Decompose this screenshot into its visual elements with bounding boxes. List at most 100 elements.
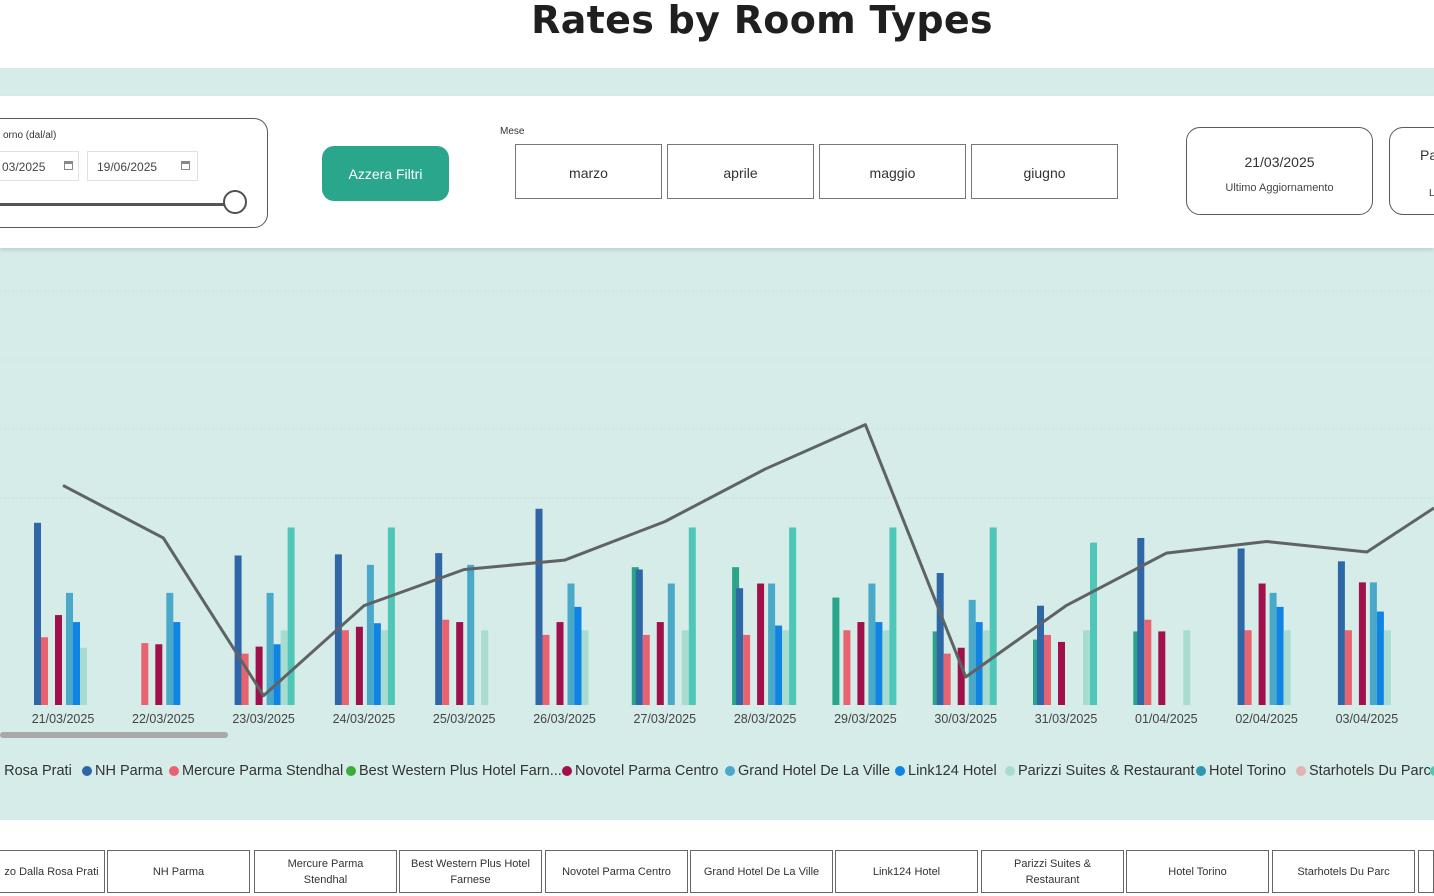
bar[interactable] (1237, 548, 1245, 705)
month-option-giugno[interactable]: giugno (971, 144, 1118, 199)
bar[interactable] (1269, 592, 1277, 705)
bar[interactable] (868, 583, 876, 705)
bar[interactable] (681, 630, 689, 705)
bar[interactable] (875, 622, 883, 705)
bar[interactable] (782, 630, 790, 705)
bar[interactable] (266, 592, 274, 705)
bar[interactable] (843, 630, 851, 705)
bar[interactable] (1258, 583, 1266, 705)
bar[interactable] (1283, 630, 1291, 705)
bar[interactable] (173, 622, 181, 705)
bar[interactable] (366, 564, 374, 705)
bar[interactable] (932, 631, 940, 705)
bar[interactable] (936, 573, 944, 705)
legend-item[interactable]: Starhotels Du Parc (1296, 759, 1431, 783)
hotel-option-button[interactable]: Link124 Hotel (835, 850, 978, 893)
bar[interactable] (656, 622, 664, 705)
hotel-option-button[interactable] (1418, 850, 1434, 893)
bar[interactable] (387, 527, 395, 705)
bar[interactable] (957, 647, 965, 705)
series-line[interactable] (62, 423, 1434, 698)
hotel-option-button[interactable]: Grand Hotel De La Ville (690, 850, 833, 893)
bar[interactable] (155, 644, 163, 705)
calendar-icon[interactable] (181, 161, 190, 170)
bar[interactable] (1337, 561, 1345, 705)
bar[interactable] (975, 622, 983, 705)
bar[interactable] (1044, 634, 1051, 705)
bar[interactable] (1037, 605, 1044, 705)
hotel-option-button[interactable]: NH Parma (107, 850, 250, 893)
bar[interactable] (373, 623, 381, 705)
bar[interactable] (635, 569, 643, 705)
month-option-maggio[interactable]: maggio (819, 144, 966, 199)
bar[interactable] (832, 597, 840, 705)
bar[interactable] (442, 619, 450, 705)
bar[interactable] (1137, 537, 1145, 705)
bar[interactable] (1369, 582, 1377, 705)
bar[interactable] (1276, 606, 1284, 705)
bar[interactable] (456, 622, 464, 705)
bar[interactable] (1144, 619, 1152, 705)
bar[interactable] (943, 653, 951, 705)
legend-item[interactable]: a Rosa Prati (0, 759, 72, 783)
bar[interactable] (380, 630, 388, 705)
bar[interactable] (341, 630, 349, 705)
bar[interactable] (667, 583, 675, 705)
bar[interactable] (1033, 639, 1040, 705)
bar[interactable] (355, 626, 363, 705)
bar[interactable] (166, 592, 174, 705)
bar[interactable] (55, 615, 62, 705)
bar[interactable] (1090, 542, 1097, 705)
hotel-option-button[interactable]: Best Western Plus Hotel Farnese (399, 850, 542, 893)
bar[interactable] (732, 567, 740, 705)
bar[interactable] (34, 522, 41, 705)
hotel-option-button[interactable]: Hotel Torino (1126, 850, 1269, 893)
bar[interactable] (882, 630, 890, 705)
bar[interactable] (567, 583, 575, 705)
bar[interactable] (743, 634, 751, 705)
reset-filters-button[interactable]: Azzera Filtri (322, 146, 449, 201)
legend-item[interactable]: Novotel Parma Centro (562, 759, 718, 783)
legend-item[interactable]: Link124 Hotel (895, 759, 997, 783)
bar[interactable] (234, 555, 242, 705)
legend-item[interactable]: NH Parma (82, 759, 163, 783)
hotel-option-button[interactable]: zo Dalla Rosa Prati (0, 850, 105, 893)
bar[interactable] (889, 527, 897, 705)
bar[interactable] (631, 567, 639, 705)
bar[interactable] (1183, 630, 1191, 705)
bar[interactable] (1133, 631, 1141, 705)
bar[interactable] (789, 527, 797, 705)
bar[interactable] (287, 527, 295, 705)
legend-item[interactable]: Hotel Torino (1196, 759, 1286, 783)
hotel-option-button[interactable]: Novotel Parma Centro (545, 850, 688, 893)
legend-item[interactable]: Best Western Plus Hotel Farn... (346, 759, 562, 783)
bar[interactable] (66, 592, 73, 705)
bar[interactable] (556, 622, 564, 705)
bar[interactable] (481, 630, 489, 705)
calendar-icon[interactable] (64, 161, 73, 170)
bar[interactable] (736, 588, 744, 705)
hotel-option-button[interactable]: Starhotels Du Parc (1272, 850, 1415, 893)
bar[interactable] (857, 622, 865, 705)
bar[interactable] (141, 643, 149, 705)
bar[interactable] (581, 630, 589, 705)
bar[interactable] (280, 630, 288, 705)
bar[interactable] (80, 647, 87, 705)
bar[interactable] (1158, 631, 1166, 705)
bar[interactable] (1244, 630, 1252, 705)
bar[interactable] (1058, 641, 1065, 705)
bar[interactable] (989, 527, 997, 705)
date-slider-handle[interactable] (223, 190, 247, 214)
date-to-input[interactable]: 19/06/2025 (87, 151, 198, 181)
bar[interactable] (542, 634, 550, 705)
bar[interactable] (1083, 630, 1090, 705)
bar[interactable] (768, 583, 776, 705)
legend-item[interactable]: Grand Hotel De La Ville (725, 759, 890, 783)
date-slider-track[interactable] (0, 203, 231, 206)
legend-item[interactable]: Parizzi Suites & Restaurant (1005, 759, 1195, 783)
bar[interactable] (1383, 630, 1391, 705)
bar[interactable] (1358, 582, 1366, 705)
hotel-option-button[interactable]: Parizzi Suites & Restaurant (981, 850, 1124, 893)
bar[interactable] (1344, 630, 1352, 705)
bar[interactable] (775, 625, 783, 705)
